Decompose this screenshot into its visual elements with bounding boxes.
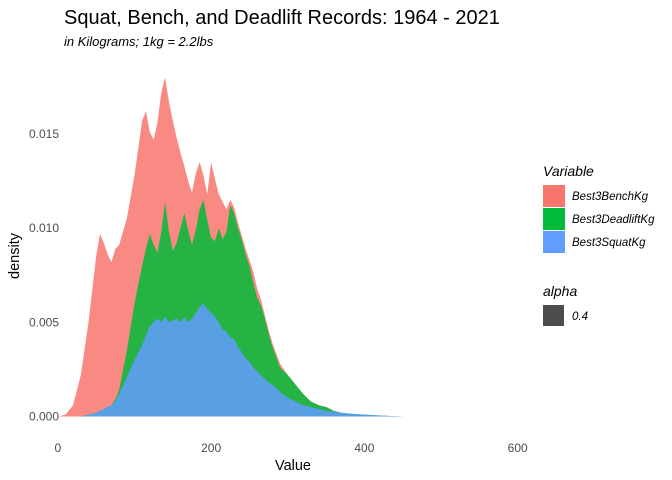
chart-title: Squat, Bench, and Deadlift Records: 1964… xyxy=(64,7,500,29)
plot-area xyxy=(57,77,480,417)
legend-label-best3squatkg: Best3SquatKg xyxy=(572,237,646,249)
x-tick-label: 600 xyxy=(508,441,528,455)
x-tick-label: 400 xyxy=(354,441,374,455)
chart-subtitle: in Kilograms; 1kg = 2.2lbs xyxy=(64,34,214,49)
y-tick-label: 0.015 xyxy=(29,127,59,141)
legend-alpha-swatch xyxy=(543,305,564,326)
y-tick-label: 0.010 xyxy=(29,221,59,235)
y-tick-label: 0.000 xyxy=(29,409,59,423)
legend-title: Variable xyxy=(543,163,594,179)
y-tick-label: 0.005 xyxy=(29,315,59,329)
x-axis-title: Value xyxy=(275,458,311,474)
legend-alpha-title: alpha xyxy=(543,283,577,299)
legend-entries: Best3BenchKg Best3DeadliftKg Best3SquatKg xyxy=(543,185,655,253)
legend: Variable Best3BenchKgBest3DeadliftKgBest… xyxy=(543,163,655,326)
legend-swatch-best3squatkg xyxy=(543,231,565,253)
legend-label-best3benchkg: Best3BenchKg xyxy=(572,191,649,203)
y-axis-title: density xyxy=(7,232,23,279)
legend-alpha-label: 0.4 xyxy=(572,311,588,323)
x-axis: 0 200 400 600 xyxy=(54,441,528,455)
y-axis: 0.000 0.005 0.010 0.015 xyxy=(29,127,59,424)
x-tick-label: 200 xyxy=(201,441,221,455)
legend-label-best3deadliftkg: Best3DeadliftKg xyxy=(572,214,655,226)
x-tick-label: 0 xyxy=(54,441,61,455)
legend-swatch-best3deadliftkg xyxy=(543,208,565,230)
legend-swatch-best3benchkg xyxy=(543,185,565,207)
area-best3squatkg xyxy=(57,303,480,417)
